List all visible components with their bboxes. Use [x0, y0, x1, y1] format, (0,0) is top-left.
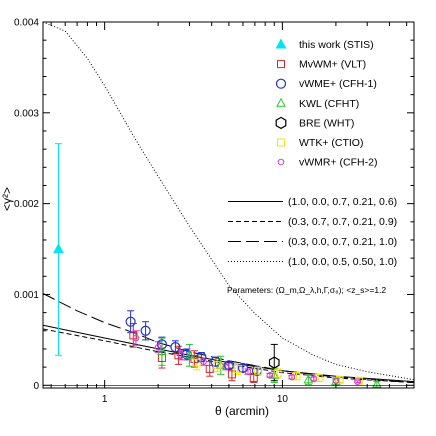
model-curve-dotted: [42, 21, 415, 381]
model-curve-solid: [42, 324, 415, 383]
data-point: [266, 371, 274, 379]
legend-marker: [275, 38, 287, 49]
legend-marker: [277, 158, 285, 166]
x-tick-label: 1: [102, 394, 108, 405]
data-point: [268, 356, 280, 369]
legend-curve-label: (0.3, 0.0, 0.7, 0.21, 1.0): [288, 236, 397, 248]
data-point: [178, 352, 185, 359]
legend-marker: [276, 97, 286, 107]
model-curve-long-dash: [42, 293, 415, 384]
data-point: [332, 377, 340, 385]
data-point: [53, 242, 64, 254]
model-curves-layer: [42, 21, 415, 384]
y-tick-label: 0.002: [14, 199, 39, 210]
data-point: [372, 378, 382, 388]
x-tick-label: 10: [277, 394, 289, 405]
legend-label: vWMR+ (CFH-2): [299, 157, 377, 169]
data-point: [303, 374, 314, 384]
data-point: [335, 375, 344, 384]
data-point: [132, 334, 140, 342]
legend: this work (STIS) MvWM+ (VLT) vWME+ (CFH-1)…: [227, 38, 397, 295]
legend-marker: [275, 78, 287, 89]
legend-marker: [277, 138, 285, 147]
data-point: [200, 358, 207, 365]
legend-marker: [277, 60, 285, 69]
legend-label: KWL (CFHT): [299, 98, 359, 110]
data-point: [244, 368, 252, 375]
data-point: [310, 375, 317, 383]
legend-label: vWME+ (CFH-1): [299, 78, 377, 90]
data-point: [254, 366, 263, 375]
data-point: [288, 373, 296, 381]
markers-layer: [53, 242, 382, 388]
y-tick-label: 0.004: [14, 18, 39, 29]
axes-layer: 0 0.001 0.002 0.003 0.004 1 10: [14, 18, 414, 405]
data-point: [314, 374, 323, 383]
data-point: [354, 378, 361, 385]
data-point: [223, 360, 234, 371]
data-point: [213, 361, 222, 370]
data-point: [125, 316, 136, 327]
legend-curve-label: (1.0, 0.0, 0.5, 0.50, 1.0): [288, 256, 397, 268]
parameters-annotation: Parameters: (Ω_m,Ω_λ,h,Γ,σ₈); <z_s>=1.2: [227, 285, 386, 295]
y-tick-label: 0.003: [14, 108, 39, 119]
y-axis-label: <γ²>: [0, 187, 14, 211]
data-point: [196, 352, 207, 363]
data-point: [184, 349, 195, 359]
data-point: [140, 325, 151, 336]
legend-label: MvWM+ (VLT): [299, 59, 366, 71]
y-tick-label: 0.001: [14, 290, 39, 301]
data-point: [170, 342, 181, 353]
y-tick-label: 0: [33, 381, 39, 392]
data-point: [222, 363, 230, 371]
data-point: [157, 346, 167, 356]
data-point: [227, 370, 236, 379]
legend-label: BRE (WHT): [299, 117, 354, 129]
legend-curve-label: (0.3, 0.7, 0.7, 0.21, 0.9): [288, 216, 397, 228]
x-axis-label: θ (arcmin): [215, 404, 269, 418]
data-point: [205, 364, 214, 373]
legend-marker: [275, 116, 287, 130]
data-point: [292, 372, 301, 381]
data-point: [233, 364, 242, 373]
data-point: [154, 343, 162, 351]
data-point: [273, 369, 282, 378]
data-point: [237, 362, 249, 374]
data-point: [192, 358, 201, 367]
legend-label: WTK+ (CTIO): [299, 137, 363, 149]
model-curve-short-dash: [42, 328, 415, 384]
legend-curve-label: (1.0, 0.0, 0.7, 0.21, 0.6): [288, 196, 397, 208]
legend-label: this work (STIS): [299, 39, 374, 51]
